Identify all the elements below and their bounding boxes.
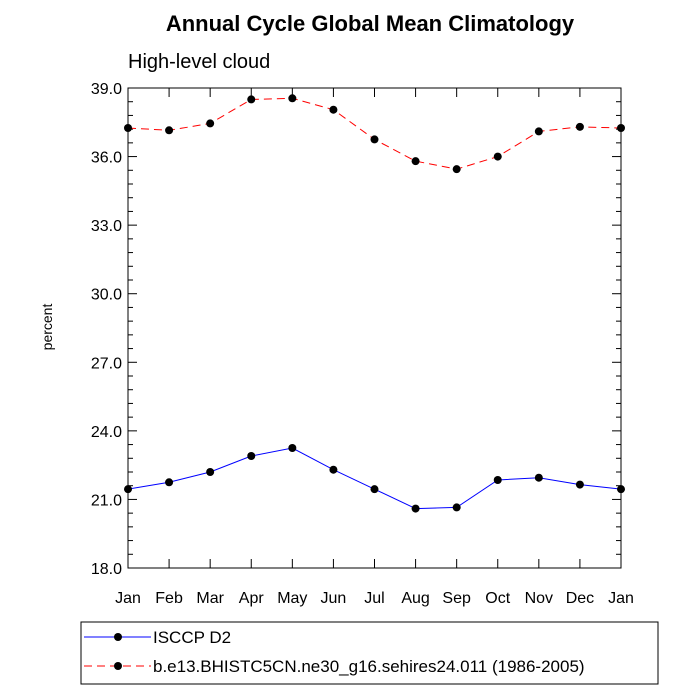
y-tick-label: 24.0 (91, 424, 122, 441)
y-tick-label: 33.0 (91, 218, 122, 235)
x-tick-label: Jan (115, 590, 141, 607)
y-tick-label: 30.0 (91, 287, 122, 304)
data-point (370, 135, 379, 144)
data-point (288, 94, 297, 103)
data-point (206, 119, 215, 128)
series-1 (124, 94, 625, 174)
x-tick-label: Jan (608, 590, 634, 607)
data-point (493, 476, 502, 484)
y-tick-label: 21.0 (91, 492, 122, 509)
legend-box (80, 621, 659, 685)
data-point (370, 485, 379, 494)
legend-marker (114, 662, 122, 670)
x-tick-label: Jun (321, 590, 347, 607)
series-line (127, 97, 622, 170)
y-tick-label: 39.0 (91, 81, 122, 98)
y-tick-label: 36.0 (91, 150, 122, 167)
x-tick-label: Mar (196, 590, 224, 607)
data-point (247, 95, 256, 104)
x-tick-label: Sep (442, 590, 471, 607)
data-point (247, 452, 256, 460)
x-tick-label: Oct (485, 590, 510, 607)
data-point (206, 468, 215, 476)
axis-ticks (127, 87, 622, 569)
legend-label: b.e13.BHISTC5CN.ne30_g16.sehires24.011 (… (153, 657, 585, 676)
data-point (288, 444, 297, 452)
data-point (124, 124, 132, 132)
legend-label: ISCCP D2 (153, 628, 231, 647)
data-point (452, 503, 461, 512)
series-group (124, 94, 625, 513)
x-tick-label: Apr (239, 590, 265, 607)
series-0 (124, 444, 625, 513)
y-axis-label: percent (39, 304, 55, 351)
series-line (127, 447, 622, 510)
legend: ISCCP D2 b.e13.BHISTC5CN.ne30_g16.sehires… (84, 628, 585, 676)
x-tick-label: Feb (155, 590, 183, 607)
x-tick-label: Dec (566, 590, 594, 607)
data-point (617, 485, 625, 494)
data-point (411, 157, 420, 166)
x-tick-label: Nov (525, 590, 553, 607)
data-point (452, 165, 461, 174)
data-point (411, 504, 420, 513)
chart-subtitle: High-level cloud (128, 51, 270, 73)
y-tick-label: 18.0 (91, 561, 122, 578)
chart-title: Annual Cycle Global Mean Climatology (166, 11, 575, 36)
data-point (329, 105, 338, 114)
legend-marker (114, 633, 122, 641)
x-tick-labels: Jan Feb Mar Apr May Jun Jul Aug Sep Oct Nov Dec Jan (115, 590, 634, 607)
data-point (575, 122, 584, 131)
data-point (534, 127, 543, 136)
data-point (617, 124, 625, 132)
data-point (493, 152, 502, 161)
data-point (165, 126, 174, 135)
y-tick-label: 27.0 (91, 355, 122, 372)
data-point (124, 485, 132, 494)
data-point (329, 465, 338, 474)
y-tick-labels: 18.0 21.0 24.0 27.0 30.0 33.0 36.0 39.0 (91, 81, 122, 578)
data-point (534, 473, 543, 482)
x-tick-label: Jul (364, 590, 384, 607)
data-point (575, 480, 584, 489)
data-point (165, 478, 174, 487)
x-tick-label: May (277, 590, 307, 607)
plot-frame (127, 87, 622, 569)
x-tick-label: Aug (401, 590, 429, 607)
